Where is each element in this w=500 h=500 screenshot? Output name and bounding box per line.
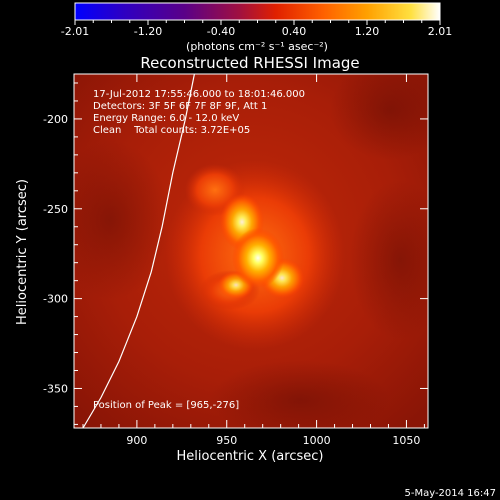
x-tick-label: 900 xyxy=(126,434,147,447)
colorbar-tick-label: -2.01 xyxy=(61,25,89,38)
y-tick-label: -300 xyxy=(43,293,68,306)
x-axis-label: Heliocentric X (arcsec) xyxy=(177,449,324,464)
info-panel: 17-Jul-2012 17:55:46.000 to 18:01:46.000… xyxy=(93,89,305,411)
y-axis: -200 -250 -300 -350 xyxy=(43,82,428,425)
info-line-detectors: Detectors: 3F 5F 6F 7F 8F 9F, Att 1 xyxy=(93,101,267,112)
heatmap-image xyxy=(74,74,428,428)
colorbar-tick-label: -0.40 xyxy=(207,25,235,38)
colorbar-gradient xyxy=(74,2,441,21)
heatmap-dark-region xyxy=(210,360,390,428)
solar-limb-curve xyxy=(82,74,195,428)
x-tick-label: 1050 xyxy=(392,434,420,447)
colorbar-tick-label: 1.20 xyxy=(355,25,380,38)
info-line-counts: Clean Total counts: 3.72E+05 xyxy=(93,125,250,136)
y-axis-label: Heliocentric Y (arcsec) xyxy=(15,179,30,325)
colorbar-ticks: -2.01 -1.20 -0.40 0.40 1.20 2.01 xyxy=(61,20,452,38)
colorbar-unit-label: (photons cm⁻² s⁻¹ asec⁻²) xyxy=(186,40,328,53)
colorbar-tick-label: 2.01 xyxy=(428,25,453,38)
y-tick-label: -350 xyxy=(43,382,68,395)
x-tick-label: 1000 xyxy=(303,434,331,447)
x-axis: 900 950 1000 1050 xyxy=(82,74,425,447)
peak-position-label: Position of Peak = [965,-276] xyxy=(93,400,239,411)
heatmap-dark-region xyxy=(350,180,428,340)
info-line-time: 17-Jul-2012 17:55:46.000 to 18:01:46.000 xyxy=(93,89,305,100)
footer-date: 5-May-2014 16:47 xyxy=(404,488,496,499)
plot-frame xyxy=(73,73,429,429)
y-tick-label: -250 xyxy=(43,203,68,216)
x-tick-label: 950 xyxy=(216,434,237,447)
info-line-energy: Energy Range: 6.0 - 12.0 keV xyxy=(93,113,239,124)
colorbar-tick-label: 0.40 xyxy=(282,25,307,38)
heatmap-dark-region xyxy=(74,140,170,300)
colorbar-tick-label: -1.20 xyxy=(134,25,162,38)
y-tick-label: -200 xyxy=(43,113,68,126)
heatmap-dark-region xyxy=(330,74,428,160)
colorbar: -2.01 -1.20 -0.40 0.40 1.20 2.01 (photons cm⁻… xyxy=(61,2,452,53)
chart-title: Reconstructed RHESSI Image xyxy=(140,54,359,72)
heatmap-peak-core xyxy=(232,228,284,288)
